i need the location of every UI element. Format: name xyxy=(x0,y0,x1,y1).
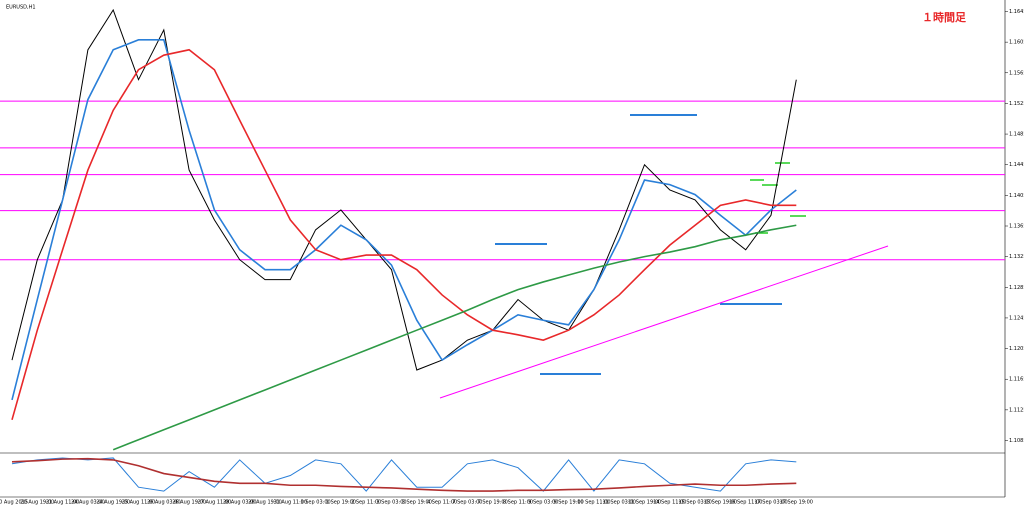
y-tick-label: 1.1125 xyxy=(1009,407,1024,413)
series-line xyxy=(11,457,797,492)
series-line xyxy=(11,39,797,401)
x-tick-label: 15 Sep 19:00 xyxy=(704,500,737,506)
y-tick-label: 1.1165 xyxy=(1009,377,1024,383)
x-tick-label: 8 Sep 11:00 xyxy=(503,500,533,506)
x-tick-label: 7 Sep 19:00 xyxy=(478,500,508,506)
x-tick-label: 26 Aug 19:00 xyxy=(172,500,206,506)
y-tick-label: 1.1365 xyxy=(1009,224,1024,230)
x-tick-label: 16 Sep 11:00 xyxy=(729,500,762,506)
x-tick-label: 24 Aug 03:00 xyxy=(71,500,105,506)
annotation: １時間足 xyxy=(922,10,967,24)
x-tick-label: 28 Aug 03:00 xyxy=(223,500,257,506)
chart-title: EURUSD,H1 xyxy=(6,5,36,11)
x-tick-label: 20 Aug 19:00 xyxy=(20,500,54,506)
y-tick-label: 1.1445 xyxy=(1009,162,1024,168)
annotations xyxy=(495,114,782,375)
x-tick-label: 17 Sep 03:00 xyxy=(754,500,787,506)
x-tick-label: 26 Aug 03:00 xyxy=(147,500,181,506)
y-tick-label: 1.1525 xyxy=(1009,101,1024,107)
x-tick-label: 3 Sep 19:00 xyxy=(402,500,432,506)
x-tick-label: 4 Sep 11:00 xyxy=(427,500,457,506)
y-tick-label: 1.1485 xyxy=(1009,132,1024,138)
x-tick-label: 27 Aug 11:00 xyxy=(198,500,232,506)
y-tick-label: 1.1245 xyxy=(1009,315,1024,321)
series-line xyxy=(112,224,797,451)
x-tick-label: 31 Aug 11:00 xyxy=(273,500,307,506)
x-tick-label: 11 Sep 19:00 xyxy=(628,500,661,506)
x-tick-label: 25 Aug 11:00 xyxy=(122,500,156,506)
y-tick-label: 1.1405 xyxy=(1009,193,1024,199)
x-tick-label: 1 Sep 19:00 xyxy=(326,500,356,506)
x-tick-label: 3 Sep 03:00 xyxy=(376,500,406,506)
x-tick-label: 9 Sep 03:00 xyxy=(528,500,558,506)
x-tick-label: 1 Sep 03:00 xyxy=(300,500,330,506)
y-tick-label: 1.1605 xyxy=(1009,40,1024,46)
x-tick-label: 2 Sep 11:00 xyxy=(351,500,381,506)
y-tick-label: 1.1205 xyxy=(1009,346,1024,352)
y-tick-label: 1.1565 xyxy=(1009,70,1024,76)
series-line xyxy=(11,48,797,421)
x-tick-label: 21 Aug 11:00 xyxy=(46,500,80,506)
y-tick-label: 1.1085 xyxy=(1009,438,1024,444)
y-tick-label: 1.1285 xyxy=(1009,285,1024,291)
x-tick-label: 24 Aug 19:00 xyxy=(96,500,130,506)
x-tick-label: 11 Sep 03:00 xyxy=(603,500,636,506)
x-tick-label: 20 Aug 2015 xyxy=(0,500,28,506)
x-tick-label: 28 Aug 19:00 xyxy=(248,500,282,506)
x-tick-label: 10 Sep 11:00 xyxy=(577,500,610,506)
x-tick-label: 7 Sep 03:00 xyxy=(452,500,482,506)
series-line xyxy=(11,457,797,492)
y-tick-label: 1.1325 xyxy=(1009,254,1024,260)
x-tick-label: 17 Sep 19:00 xyxy=(780,500,813,506)
trend-line xyxy=(439,245,889,399)
y-tick-label: 1.1645 xyxy=(1009,9,1024,15)
x-tick-label: 9 Sep 19:00 xyxy=(553,500,583,506)
series-line xyxy=(11,8,797,371)
x-tick-label: 15 Sep 03:00 xyxy=(678,500,711,506)
x-tick-label: 14 Sep 11:00 xyxy=(653,500,686,506)
